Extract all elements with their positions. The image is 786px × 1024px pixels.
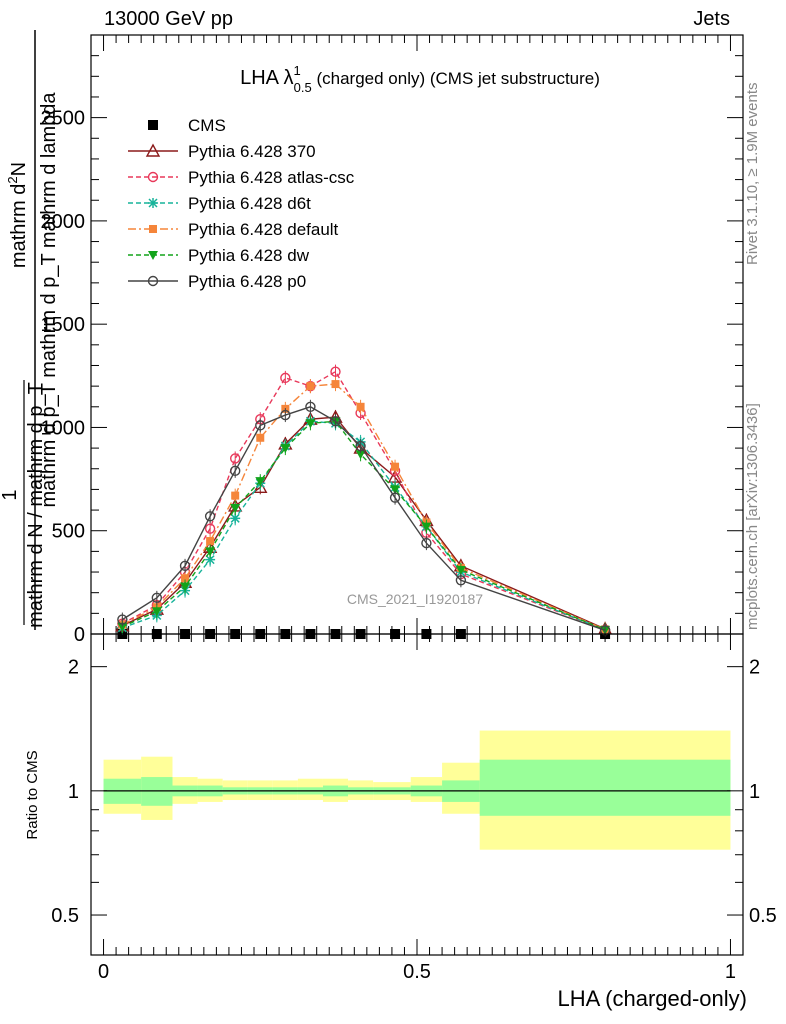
data-point <box>330 416 341 427</box>
data-point <box>455 575 467 586</box>
data-point <box>421 522 432 532</box>
uncertainty-bands <box>103 730 731 850</box>
data-point <box>229 465 241 477</box>
main-panel: 0 500 1000 1500 2000 2500 LHA λ1 0.5 (charged o… <box>0 30 744 646</box>
y-tick-label: 2500 <box>41 108 86 130</box>
y-tick-label: 2000 <box>41 211 86 233</box>
header-right: Jets <box>693 8 730 30</box>
ratio-x-tick-label: 0 <box>98 961 109 983</box>
legend-marker <box>148 120 158 130</box>
ratio-y-tick-label: 0.5 <box>51 905 79 927</box>
data-point <box>180 582 191 592</box>
legend-label: Pythia 6.428 atlas-csc <box>188 168 355 187</box>
data-point <box>256 433 265 442</box>
legend-label: Pythia 6.428 default <box>188 220 339 239</box>
star-stroke <box>230 513 240 523</box>
data-point <box>280 444 291 454</box>
data-point <box>331 380 340 389</box>
star-stroke <box>148 198 158 208</box>
ratio-y-axis-label: Ratio to CMS <box>24 750 41 839</box>
ratio-y-tick-label: 1 <box>68 781 79 803</box>
data-point <box>204 511 216 522</box>
ratio-y-tick-label: 2 <box>68 657 79 679</box>
watermark: CMS_2021_I1920187 <box>347 591 483 607</box>
data-point <box>205 554 216 565</box>
data-point <box>455 565 466 575</box>
data-point <box>355 440 366 452</box>
y-label-prefix-denominator: mathrm d N / mathrm d p_T <box>25 382 47 628</box>
data-point <box>280 409 291 421</box>
y-tick-label: 1000 <box>41 417 86 439</box>
header-left: 13000 GeV pp <box>104 8 233 30</box>
y-tick-label: 500 <box>52 521 85 543</box>
legend: CMS Pythia 6.428 370 Pythia 6.428 atlas-cs… <box>128 116 355 291</box>
ratio-y-tick-label-right: 1 <box>749 781 760 803</box>
y-label-prefix: 1 <box>0 489 21 500</box>
y-axis-label: mathrm d2N mathrm d p_T mathrm d p_T math… <box>0 30 60 630</box>
data-point <box>151 592 163 604</box>
legend-label: Pythia 6.428 370 <box>188 142 316 161</box>
series-line <box>121 406 606 631</box>
ratio-x-tick-label: 1 <box>725 961 736 983</box>
x-axis-label: LHA (charged-only) <box>557 986 747 1011</box>
data-point <box>229 453 241 464</box>
data-point <box>421 537 432 549</box>
legend-marker <box>147 171 159 183</box>
y-tick-label: 1500 <box>41 314 86 336</box>
data-point <box>206 537 215 546</box>
legend-marker <box>147 275 159 287</box>
data-point <box>389 492 401 503</box>
data-point <box>230 504 241 514</box>
ratio-panel: 0.5 0.5 1 1 2 2 0 0.5 1 Ratio to CMS LHA (charged-… <box>24 633 777 1011</box>
data-point <box>355 450 366 460</box>
main-title: LHA λ1 0.5 (charged only) (CMS jet substr… <box>240 63 600 95</box>
legend-marker <box>148 251 158 260</box>
data-point <box>205 547 216 557</box>
data-point <box>306 382 315 391</box>
data-point <box>181 574 190 583</box>
series-line <box>122 420 606 631</box>
data-point <box>151 607 162 617</box>
star-stroke <box>205 555 215 565</box>
legend-label: Pythia 6.428 dw <box>188 246 310 265</box>
legend-label: CMS <box>188 116 226 135</box>
data-point <box>179 560 191 572</box>
legend-marker <box>149 225 157 233</box>
legend-marker <box>148 198 158 208</box>
series-line <box>122 383 606 631</box>
legend-label: Pythia 6.428 d6t <box>188 194 311 213</box>
y-label-numerator: mathrm d2N <box>5 162 30 268</box>
data-point <box>280 372 291 384</box>
series-6 <box>117 399 611 638</box>
data-point <box>231 491 240 500</box>
data-point <box>204 523 216 534</box>
data-point <box>117 614 128 625</box>
ratio-y-tick-label-right: 2 <box>749 657 760 679</box>
y-tick-label: 0 <box>74 624 85 646</box>
data-point <box>330 366 341 377</box>
data-point <box>255 477 266 487</box>
data-point <box>305 401 316 412</box>
series-line <box>122 420 606 631</box>
data-point <box>117 622 128 632</box>
data-point <box>305 419 316 429</box>
legend-marker <box>145 143 161 157</box>
ratio-y-tick-label-right: 0.5 <box>749 905 777 927</box>
data-point <box>255 420 266 431</box>
data-point <box>391 462 400 471</box>
legend-label: Pythia 6.428 p0 <box>188 272 306 291</box>
ratio-x-tick-label: 0.5 <box>403 961 431 983</box>
data-point <box>390 485 401 495</box>
stat-band <box>479 759 731 816</box>
data-point <box>356 402 365 411</box>
y-label-denominator: mathrm d p_T mathrm d p_T mathrm d lambd… <box>38 92 60 508</box>
